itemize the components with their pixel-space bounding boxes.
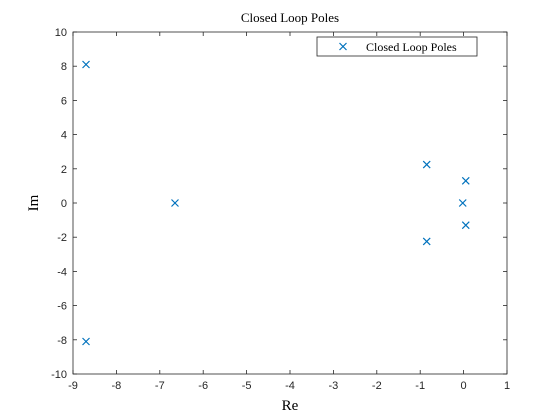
pole-marker: [82, 337, 90, 346]
legend-x-icon: [339, 42, 347, 51]
pole-marker: [458, 199, 467, 207]
x-axis-label: Re: [282, 398, 299, 414]
y-tick-label: 4: [61, 130, 67, 142]
x-tick-label: -8: [112, 380, 122, 392]
x-tick-label: -5: [242, 380, 252, 392]
x-tick-label: -3: [329, 380, 339, 392]
x-tick-label: -6: [198, 380, 208, 392]
x-tick-label: 1: [504, 380, 510, 392]
pole-marker: [422, 237, 431, 246]
x-tick-label: -2: [372, 380, 382, 392]
y-tick-label: 2: [61, 164, 67, 176]
legend-box: [316, 36, 478, 57]
pole-marker: [461, 221, 470, 230]
legend-label: Closed Loop Poles: [366, 40, 457, 54]
y-axis-label: Im: [26, 194, 42, 211]
pole-marker: [82, 60, 90, 69]
axes-box: [72, 31, 508, 375]
y-tick-label: 0: [61, 198, 67, 210]
y-tick-label: -10: [51, 369, 67, 381]
y-tick-label: -4: [57, 266, 67, 278]
pole-marker: [461, 176, 470, 185]
x-tick-label: -1: [415, 380, 425, 392]
data-markers: [82, 60, 470, 346]
x-tick-label: -9: [68, 380, 78, 392]
pole-marker: [422, 160, 431, 169]
y-tick-label: -6: [57, 301, 67, 313]
x-tick-label: -7: [155, 380, 165, 392]
legend-marker: [339, 42, 347, 51]
y-tick-label: 6: [61, 95, 67, 107]
chart-title: Closed Loop Poles: [241, 10, 339, 25]
y-tick-label: -8: [57, 335, 67, 347]
y-tick-label: 8: [61, 61, 67, 73]
y-tick-label: -2: [57, 232, 67, 244]
x-tick-label: 0: [461, 380, 467, 392]
pole-marker: [171, 199, 179, 207]
y-tick-label: 10: [55, 27, 67, 39]
x-tick-label: -4: [285, 380, 295, 392]
legend: Closed Loop Poles: [316, 36, 478, 57]
